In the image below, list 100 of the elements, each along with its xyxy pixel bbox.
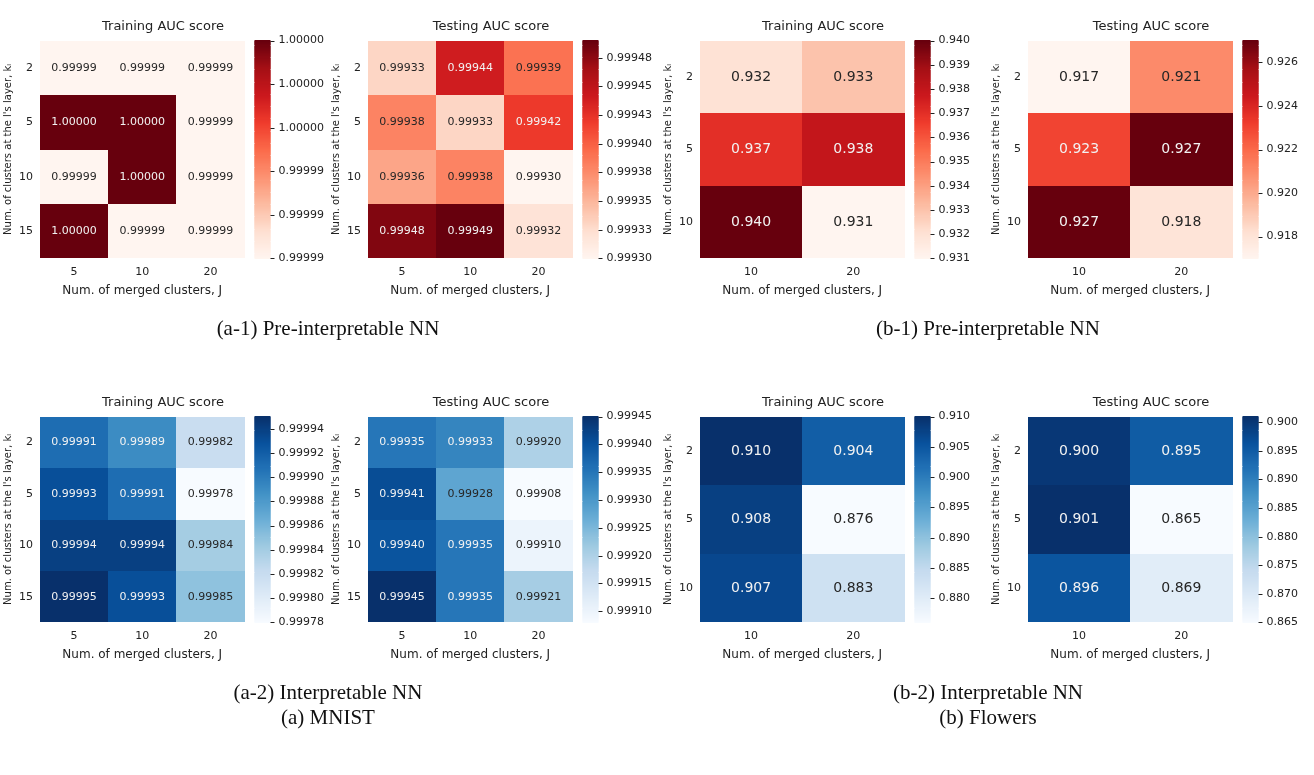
data-label: 0.904 xyxy=(833,441,874,458)
x-tick-label: 20 xyxy=(1174,264,1189,278)
y-tick-label: 10 xyxy=(679,580,693,594)
color-bar-label: 0.99999 xyxy=(278,207,324,221)
data-label: 0.99938 xyxy=(447,169,493,183)
x-axis-title: Num. of merged clusters, J xyxy=(722,282,883,297)
data-label: 0.931 xyxy=(833,212,874,229)
color-bar-label: 0.99978 xyxy=(278,615,324,629)
y-tick-label: 5 xyxy=(686,142,693,156)
data-label: 0.921 xyxy=(1161,67,1202,84)
y-tick-label: 15 xyxy=(19,589,33,603)
y-axis-title: Num. of clusters at the l's layer, kₗ xyxy=(1,433,13,605)
data-label: 0.99944 xyxy=(447,60,493,74)
color-bar-label: 0.900 xyxy=(1266,415,1298,429)
color-bar-label: 0.905 xyxy=(938,439,970,453)
color-bar-label: 0.932 xyxy=(938,227,970,241)
data-label: 1.00000 xyxy=(119,115,165,129)
y-tick-label: 2 xyxy=(1014,69,1021,83)
color-bar-label: 0.900 xyxy=(938,469,970,483)
y-tick-label: 5 xyxy=(354,115,361,129)
chart-title: Testing AUC score xyxy=(1091,18,1210,34)
x-tick-label: 10 xyxy=(1072,264,1087,278)
color-bar-label: 0.99982 xyxy=(278,566,324,580)
color-bar-label: 0.99920 xyxy=(606,548,652,562)
chart-title: Training AUC score xyxy=(101,394,224,410)
y-tick-label: 5 xyxy=(686,512,693,526)
data-label: 0.99933 xyxy=(447,115,493,129)
color-bar-label: 0.934 xyxy=(938,178,970,192)
data-label: 0.99920 xyxy=(515,435,562,449)
y-tick-label: 15 xyxy=(347,224,361,238)
x-axis-title: Num. of merged clusters, J xyxy=(1050,282,1211,297)
data-label: 0.99935 xyxy=(447,538,493,552)
x-axis-title: Num. of merged clusters, J xyxy=(390,282,551,297)
x-tick-label: 10 xyxy=(463,628,478,642)
y-tick-label: 2 xyxy=(354,435,361,449)
data-label: 0.933 xyxy=(833,67,874,84)
chart-title: Testing AUC score xyxy=(431,394,550,410)
data-label: 0.895 xyxy=(1161,441,1202,458)
data-label: 0.99910 xyxy=(515,538,562,552)
color-bar-label: 1.00000 xyxy=(278,77,324,91)
color-bar-label: 0.99935 xyxy=(606,465,652,479)
data-label: 0.99978 xyxy=(187,486,234,500)
data-label: 1.00000 xyxy=(51,115,97,129)
data-label: 0.865 xyxy=(1161,510,1202,527)
data-label: 0.917 xyxy=(1059,67,1100,84)
data-label: 0.99999 xyxy=(187,60,234,74)
color-bar-label: 0.99915 xyxy=(606,576,652,590)
data-label: 0.99945 xyxy=(379,589,425,603)
chart-title: Testing AUC score xyxy=(1091,394,1210,410)
data-label: 0.901 xyxy=(1059,510,1100,527)
x-tick-label: 20 xyxy=(203,264,218,278)
chart-title: Training AUC score xyxy=(101,18,224,34)
x-tick-label: 20 xyxy=(531,628,546,642)
y-axis-title: Num. of clusters at the l's layer, kₗ xyxy=(329,63,341,235)
data-label: 0.99921 xyxy=(515,589,562,603)
color-bar-label: 0.936 xyxy=(938,130,970,144)
color-bar-label: 0.935 xyxy=(938,154,970,168)
y-tick-label: 2 xyxy=(686,443,693,457)
x-axis-title: Num. of merged clusters, J xyxy=(390,646,551,661)
x-tick-label: 10 xyxy=(744,264,759,278)
x-tick-label: 20 xyxy=(846,628,861,642)
data-label: 1.00000 xyxy=(51,224,97,238)
y-tick-label: 15 xyxy=(347,589,361,603)
chart-title: Training AUC score xyxy=(761,394,884,410)
color-bar-label: 0.924 xyxy=(1266,98,1298,112)
y-axis-title: Num. of clusters at the l's layer, kₗ xyxy=(661,433,673,605)
y-tick-label: 15 xyxy=(19,224,33,238)
data-label: 0.99995 xyxy=(51,589,97,603)
color-bar-label: 0.933 xyxy=(938,202,970,216)
color-bar-label: 0.865 xyxy=(1266,615,1298,629)
data-label: 0.927 xyxy=(1059,212,1100,229)
data-label: 0.99933 xyxy=(447,435,493,449)
text: (a-1) Pre-interpretable NN xyxy=(215,316,441,341)
data-label: 0.99985 xyxy=(187,589,234,603)
y-tick-label: 10 xyxy=(347,169,361,183)
color-bar-label: 0.99945 xyxy=(606,79,652,93)
color-bar-label: 0.99999 xyxy=(278,164,324,178)
y-tick-label: 2 xyxy=(1014,443,1021,457)
y-tick-label: 5 xyxy=(1014,512,1021,526)
color-bar-label: 0.99984 xyxy=(278,542,324,556)
text: (a) MNIST xyxy=(280,705,376,730)
y-tick-label: 5 xyxy=(354,486,361,500)
x-tick-label: 10 xyxy=(135,264,150,278)
x-axis-title: Num. of merged clusters, J xyxy=(722,646,883,661)
y-tick-label: 5 xyxy=(1014,142,1021,156)
text: (a-2) Interpretable NN xyxy=(232,680,424,705)
y-axis-title: Num. of clusters at the l's layer, kₗ xyxy=(989,433,1001,605)
data-label: 0.99999 xyxy=(119,60,165,74)
color-bar-label: 0.870 xyxy=(1266,586,1298,600)
x-axis-title: Num. of merged clusters, J xyxy=(1050,646,1211,661)
data-label: 0.99982 xyxy=(187,435,234,449)
color-bar-label: 0.99940 xyxy=(606,437,652,451)
data-label: 0.99991 xyxy=(51,435,97,449)
color-bar-label: 0.99930 xyxy=(606,251,652,265)
data-label: 0.99948 xyxy=(379,224,425,238)
data-label: 0.99942 xyxy=(515,115,562,129)
data-label: 0.932 xyxy=(731,67,772,84)
data-label: 0.99938 xyxy=(379,115,425,129)
y-axis-title: Num. of clusters at the l's layer, kₗ xyxy=(661,63,673,235)
data-label: 0.99949 xyxy=(447,224,493,238)
